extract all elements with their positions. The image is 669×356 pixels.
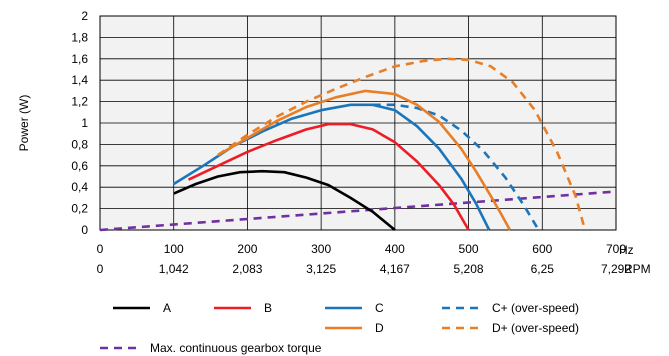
x-unit-hz: Hz [619, 243, 634, 257]
legend-label: Max. continuous gearbox torque [150, 341, 322, 355]
x-tick-labels-rpm: 0 1,042 2,083 3,125 4,167 5,208 6,25 7,292 [97, 262, 632, 276]
x-tick-label-rpm: 3,125 [306, 262, 336, 276]
legend-label: D+ (over-speed) [492, 321, 579, 335]
x-tick-label-rpm: 4,167 [380, 262, 410, 276]
x-tick-labels-hz: 0 100 200 300 400 500 600 700 [97, 242, 627, 256]
series-line-d-over-speed- [217, 57, 587, 231]
x-tick-label-rpm: 5,208 [454, 262, 484, 276]
y-tick-label: 0 [81, 223, 88, 237]
legend-label: C [375, 301, 384, 315]
y-tick-label: 2 [81, 9, 88, 23]
x-tick-label-rpm: 1,042 [159, 262, 189, 276]
legend-label: D [375, 321, 384, 335]
y-tick-label: 0,6 [71, 159, 88, 173]
series-layer [99, 57, 617, 232]
y-tick-label: 0,4 [71, 180, 88, 194]
x-tick-label-rpm: 2,083 [232, 262, 262, 276]
series-line-c-over-speed- [372, 103, 540, 231]
y-tick-label: 0,8 [71, 137, 88, 151]
legend-label: B [264, 301, 272, 315]
legend: A B C C+ (over-speed) D D+ (over-speed) Max. c… [100, 301, 579, 355]
x-tick-label-hz: 400 [385, 242, 405, 256]
x-tick-label-hz: 300 [311, 242, 331, 256]
x-tick-label-hz: 200 [237, 242, 257, 256]
x-tick-label-rpm: 6,25 [531, 262, 555, 276]
y-axis-label: Power (W) [17, 95, 31, 152]
x-tick-label-hz: 100 [164, 242, 184, 256]
x-unit-rpm: RPM [624, 262, 651, 276]
x-tick-label-hz: 0 [97, 242, 104, 256]
series-line-max-continuous-gearbox-torque [99, 190, 617, 232]
x-tick-label-hz: 700 [606, 242, 626, 256]
y-tick-label: 0,2 [71, 202, 88, 216]
series-line-a [173, 169, 396, 232]
legend-label: A [163, 301, 171, 315]
y-tick-label: 1 [81, 116, 88, 130]
y-tick-label: 1,6 [71, 52, 88, 66]
x-tick-label-rpm: 0 [97, 262, 104, 276]
x-tick-label-hz: 500 [459, 242, 479, 256]
y-tick-label: 1,4 [71, 73, 88, 87]
legend-label: C+ (over-speed) [492, 301, 579, 315]
y-tick-label: 1,8 [71, 30, 88, 44]
x-tick-label-rpm: 7,292 [601, 262, 631, 276]
y-tick-labels: 0 0,2 0,4 0,6 0,8 1 1,2 1,4 1,6 1,8 2 [71, 9, 88, 237]
series-line-d [217, 89, 512, 231]
series-line-b [187, 122, 470, 231]
x-tick-label-hz: 600 [532, 242, 552, 256]
y-tick-label: 1,2 [71, 95, 88, 109]
